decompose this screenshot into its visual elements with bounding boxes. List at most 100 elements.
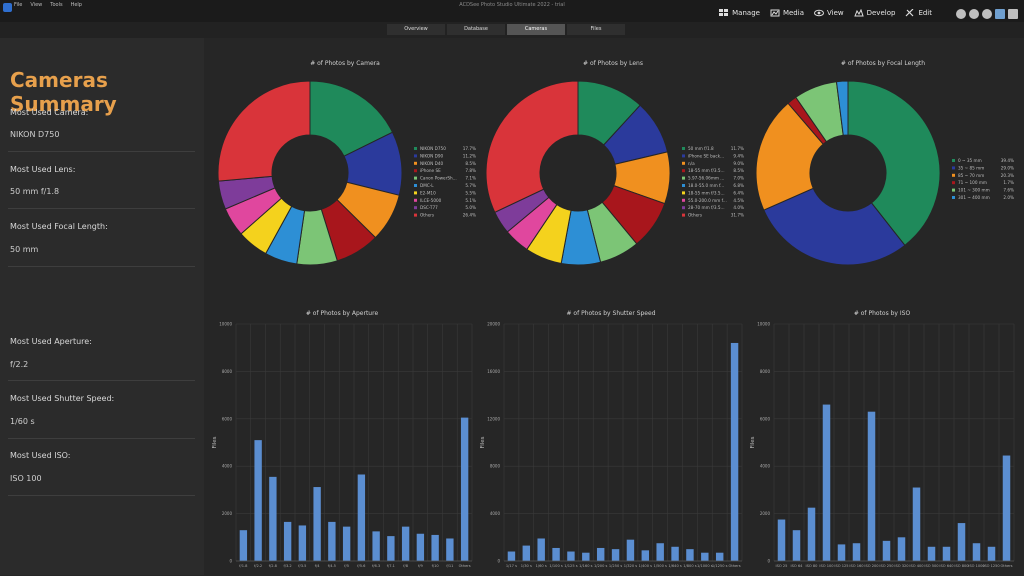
pie-svg: 50 mm f/1.8 11.7% iPhone SE back... 9.4% n/a…	[485, 80, 744, 266]
legend-label: iPhone SE	[420, 168, 441, 173]
bar	[626, 539, 635, 561]
y-axis-label: Files	[750, 436, 756, 448]
y-tick-label: 20000	[487, 322, 500, 327]
x-tick-label: 1/1250 s	[712, 564, 728, 568]
bar	[671, 546, 679, 561]
mode-develop-label: Develop	[866, 9, 896, 17]
summary-panel: Cameras Summary Most Used Camera: NIKON …	[0, 38, 204, 575]
legend-label: Others	[420, 213, 434, 218]
lens-value: 50 mm f/1.8	[10, 187, 60, 196]
y-tick-label: 2000	[222, 511, 233, 516]
x-tick-label: 1/100 s	[549, 564, 562, 568]
x-tick-label: ISO 200	[864, 564, 879, 568]
photos-icon	[770, 9, 780, 17]
pie-slice	[847, 80, 941, 247]
shutter-bar-chart: # of Photos by Shutter Speed 0 4000 8000 12…	[476, 306, 746, 575]
legend-value: 17.7%	[463, 146, 476, 151]
bar	[686, 549, 694, 561]
camera-label: Most Used Camera:	[10, 108, 89, 117]
legend-label: E2-M10	[420, 190, 436, 195]
legend-value: 29.0%	[1001, 165, 1014, 170]
bar	[807, 507, 816, 561]
legend-value: 11.7%	[731, 146, 744, 151]
menu-file[interactable]: File	[14, 2, 23, 8]
x-tick-label: 1/30 s	[521, 564, 532, 568]
pie-slice	[755, 102, 824, 211]
bar	[254, 440, 262, 561]
legend-swatch	[682, 206, 685, 210]
legend-label: n/a	[688, 161, 695, 166]
legend-value: 26.4%	[463, 213, 476, 218]
online-icon[interactable]	[956, 9, 966, 19]
legend-value: 5.1%	[465, 198, 476, 203]
legend-value: 2.0%	[1003, 195, 1014, 200]
x-tick-label: f/11	[446, 564, 453, 568]
menu-help[interactable]: Help	[70, 2, 82, 8]
legend-swatch	[682, 198, 685, 202]
tab-database[interactable]: Database	[447, 24, 505, 35]
camera-value: NIKON D750	[10, 130, 60, 139]
divider	[8, 266, 195, 267]
bar	[567, 551, 575, 561]
legend-swatch	[414, 198, 417, 202]
stats-icon[interactable]	[1008, 9, 1018, 19]
tab-overview[interactable]: Overview	[387, 24, 445, 35]
tab-cameras[interactable]: Cameras	[507, 24, 565, 35]
bar	[401, 526, 410, 561]
account-icon[interactable]	[969, 9, 979, 19]
tab-files[interactable]: Files	[567, 24, 625, 35]
legend-swatch	[952, 159, 955, 162]
menu-bar: File View Tools Help	[14, 2, 82, 8]
aperture-label: Most Used Aperture:	[10, 337, 92, 346]
x-tick-label: f/2.8	[269, 564, 278, 568]
menu-tools[interactable]: Tools	[50, 2, 63, 8]
mode-media-label: Media	[782, 9, 804, 17]
legend-value: 4.5%	[733, 198, 744, 203]
menu-view[interactable]: View	[30, 2, 43, 8]
x-tick-label: f/3.2	[284, 564, 292, 568]
legend-value: 39.4%	[1001, 158, 1014, 163]
bar	[328, 521, 336, 561]
legend-swatch	[414, 213, 417, 217]
x-tick-label: 1/17 s	[506, 564, 517, 568]
bar	[283, 521, 292, 561]
y-tick-label: 0	[767, 559, 770, 564]
mode-manage-button[interactable]: Manage	[719, 9, 760, 17]
chart-title: # of Photos by Shutter Speed	[566, 310, 656, 317]
x-tick-label: ISO 160	[849, 564, 864, 568]
grid-icon	[719, 9, 729, 16]
legend-swatch	[414, 169, 417, 173]
lens-pie-chart: # of Photos by Lens 50 mm f/1.8 11.7% iPho…	[478, 56, 748, 276]
chart-title: # of Photos by Lens	[583, 60, 643, 67]
x-tick-label: 1/500 s	[654, 564, 667, 568]
legend-swatch	[952, 173, 955, 177]
bar	[822, 404, 831, 561]
legend-label: 71 ~ 100 mm	[958, 180, 987, 185]
app-logo-icon	[3, 3, 12, 12]
dashboard-icon[interactable]	[995, 9, 1005, 19]
mode-develop-button[interactable]: Develop	[853, 9, 896, 17]
pie-slice	[217, 80, 311, 182]
cloud-icon[interactable]	[982, 9, 992, 19]
aperture-bar-chart: # of Photos by Aperture 0 2000 4000 6000 800…	[208, 306, 476, 575]
x-tick-label: f/5	[344, 564, 349, 568]
aperture-value: f/2.2	[10, 360, 29, 369]
legend-label: 85 ~ 70 mm	[958, 173, 984, 178]
focal-length-pie-chart: # of Photos by Focal Length 0 ~ 35 mm 39.…	[748, 56, 1018, 276]
legend-label: 18.0-55.0 mm f...	[688, 183, 724, 188]
legend-swatch	[414, 206, 417, 210]
summary-title: Cameras Summary	[10, 68, 117, 116]
dashboard-tabs: Overview Database Cameras Files	[387, 24, 625, 35]
y-tick-label: 8000	[490, 464, 501, 469]
x-tick-label: ISO 1250	[983, 564, 1000, 568]
lens-label: Most Used Lens:	[10, 165, 76, 174]
legend-label: NIKON D750	[420, 146, 446, 151]
mode-view-button[interactable]: View	[813, 9, 844, 17]
bar	[552, 547, 560, 561]
legend-swatch	[682, 147, 685, 150]
mode-edit-button[interactable]: Edit	[905, 9, 932, 17]
mode-media-button[interactable]: Media	[770, 9, 804, 17]
bar	[882, 540, 891, 561]
legend-value: 8.5%	[733, 168, 744, 173]
